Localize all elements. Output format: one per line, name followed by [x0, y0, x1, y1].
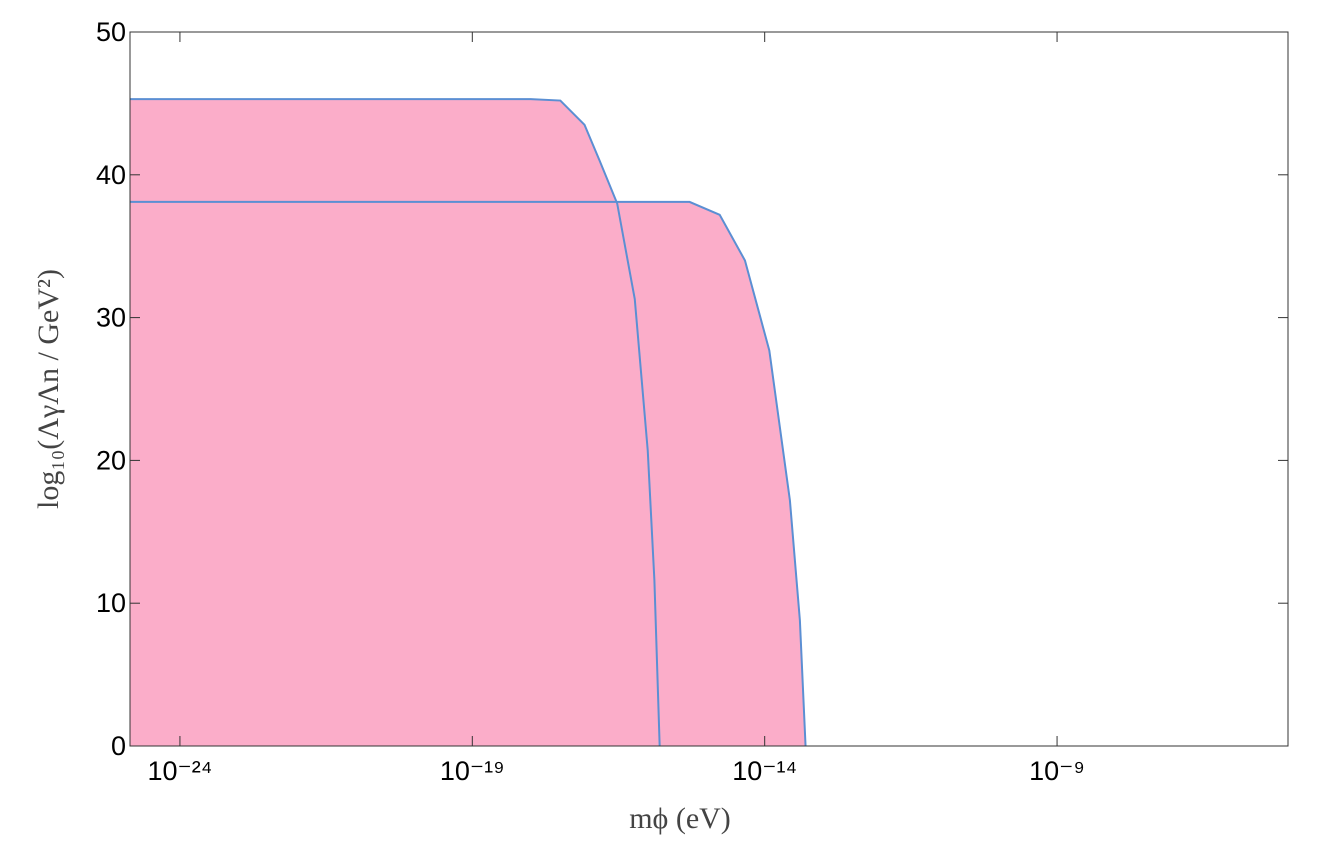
- y-tick-label: 50: [96, 17, 126, 47]
- y-tick-label: 20: [96, 445, 126, 475]
- area-fill: [130, 201, 806, 746]
- x-tick-label: 10⁻¹⁹: [440, 756, 505, 786]
- y-axis-label: log₁₀(ΛγΛn / GeV²): [32, 269, 65, 509]
- y-tick-label: 30: [96, 303, 126, 333]
- curve: [130, 98, 661, 747]
- x-axis-label: mϕ (eV): [629, 802, 731, 835]
- y-tick-label: 0: [111, 731, 126, 761]
- x-tick-label: 10⁻¹⁴: [732, 756, 797, 786]
- y-tick-label: 10: [96, 588, 126, 618]
- curve: [130, 200, 807, 747]
- x-tick-label: 10⁻⁹: [1029, 756, 1085, 786]
- x-tick-label: 10⁻²⁴: [147, 756, 212, 786]
- plot-frame: [129, 31, 1289, 747]
- y-tick-label: 40: [96, 160, 126, 190]
